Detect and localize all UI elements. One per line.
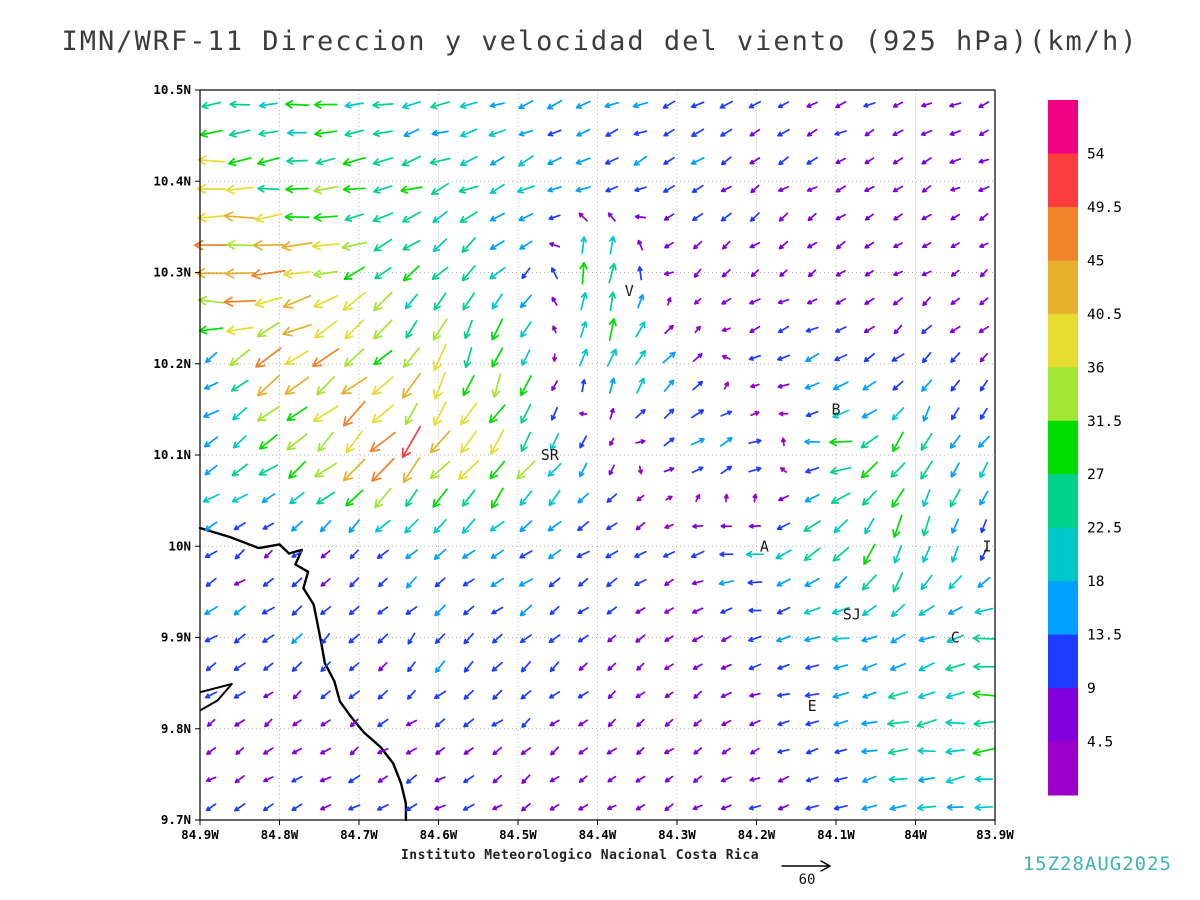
svg-text:9.7N: 9.7N	[161, 812, 191, 827]
svg-text:27: 27	[1087, 467, 1104, 483]
svg-text:84.6W: 84.6W	[420, 827, 458, 842]
svg-text:18: 18	[1087, 574, 1104, 590]
coastline	[198, 526, 408, 822]
station-label-sr: SR	[541, 446, 560, 464]
svg-text:9.8N: 9.8N	[161, 721, 191, 736]
svg-text:10.2N: 10.2N	[153, 356, 191, 371]
svg-text:10.5N: 10.5N	[153, 82, 191, 97]
svg-text:10.1N: 10.1N	[153, 447, 191, 462]
svg-text:36: 36	[1087, 360, 1104, 376]
station-label-b: B	[831, 400, 840, 418]
station-label-c: C	[951, 629, 960, 647]
axis-labels: 84.9W 84.8W 84.7W 84.6W 84.5W 84.4W 84.3W 84.2W…	[153, 82, 1014, 842]
station-label-a: A	[760, 537, 769, 555]
svg-text:9.9N: 9.9N	[161, 630, 191, 645]
station-label-i: I	[983, 537, 992, 555]
svg-text:84.5W: 84.5W	[499, 827, 537, 842]
chart-title: IMN/WRF-11 Direccion y velocidad del vie…	[61, 26, 1139, 57]
valid-timestamp: 15Z28AUG2025	[1022, 853, 1172, 875]
svg-text:10.4N: 10.4N	[153, 173, 191, 188]
svg-text:84.8W: 84.8W	[261, 827, 299, 842]
svg-text:84.2W: 84.2W	[738, 827, 776, 842]
svg-text:9: 9	[1087, 681, 1096, 697]
station-label-sj: SJ	[843, 606, 861, 624]
svg-text:31.5: 31.5	[1087, 414, 1122, 430]
svg-text:83.9W: 83.9W	[976, 827, 1014, 842]
svg-text:22.5: 22.5	[1087, 521, 1122, 537]
graticule	[199, 89, 996, 821]
svg-text:10.3N: 10.3N	[153, 265, 191, 280]
svg-text:4.5: 4.5	[1087, 735, 1113, 751]
svg-text:84.9W: 84.9W	[181, 827, 219, 842]
svg-text:10N: 10N	[168, 538, 191, 553]
svg-text:49.5: 49.5	[1087, 200, 1122, 216]
svg-text:84W: 84W	[904, 827, 927, 842]
svg-text:13.5: 13.5	[1087, 628, 1122, 644]
station-labels: V B SR A I SJ C E	[541, 282, 992, 715]
colorbar-labels: 54 49.5 45 40.5 36 31.5 27 22.5 18 13.5 9 4.5	[1087, 147, 1122, 751]
institute-caption: Instituto Meteorologico Nacional Costa R…	[400, 848, 760, 863]
svg-text:84.1W: 84.1W	[817, 827, 855, 842]
svg-text:54: 54	[1087, 147, 1105, 163]
reference-vector-arrow	[781, 860, 832, 872]
svg-text:84.4W: 84.4W	[579, 827, 617, 842]
svg-text:84.7W: 84.7W	[340, 827, 378, 842]
reference-vector-label: 60	[798, 872, 816, 888]
svg-text:84.3W: 84.3W	[658, 827, 696, 842]
svg-text:40.5: 40.5	[1087, 307, 1122, 323]
wind-arrows	[193, 99, 996, 812]
station-label-e: E	[808, 697, 817, 715]
svg-text:45: 45	[1087, 253, 1104, 269]
colorbar	[1048, 100, 1078, 796]
station-label-v: V	[625, 282, 634, 300]
